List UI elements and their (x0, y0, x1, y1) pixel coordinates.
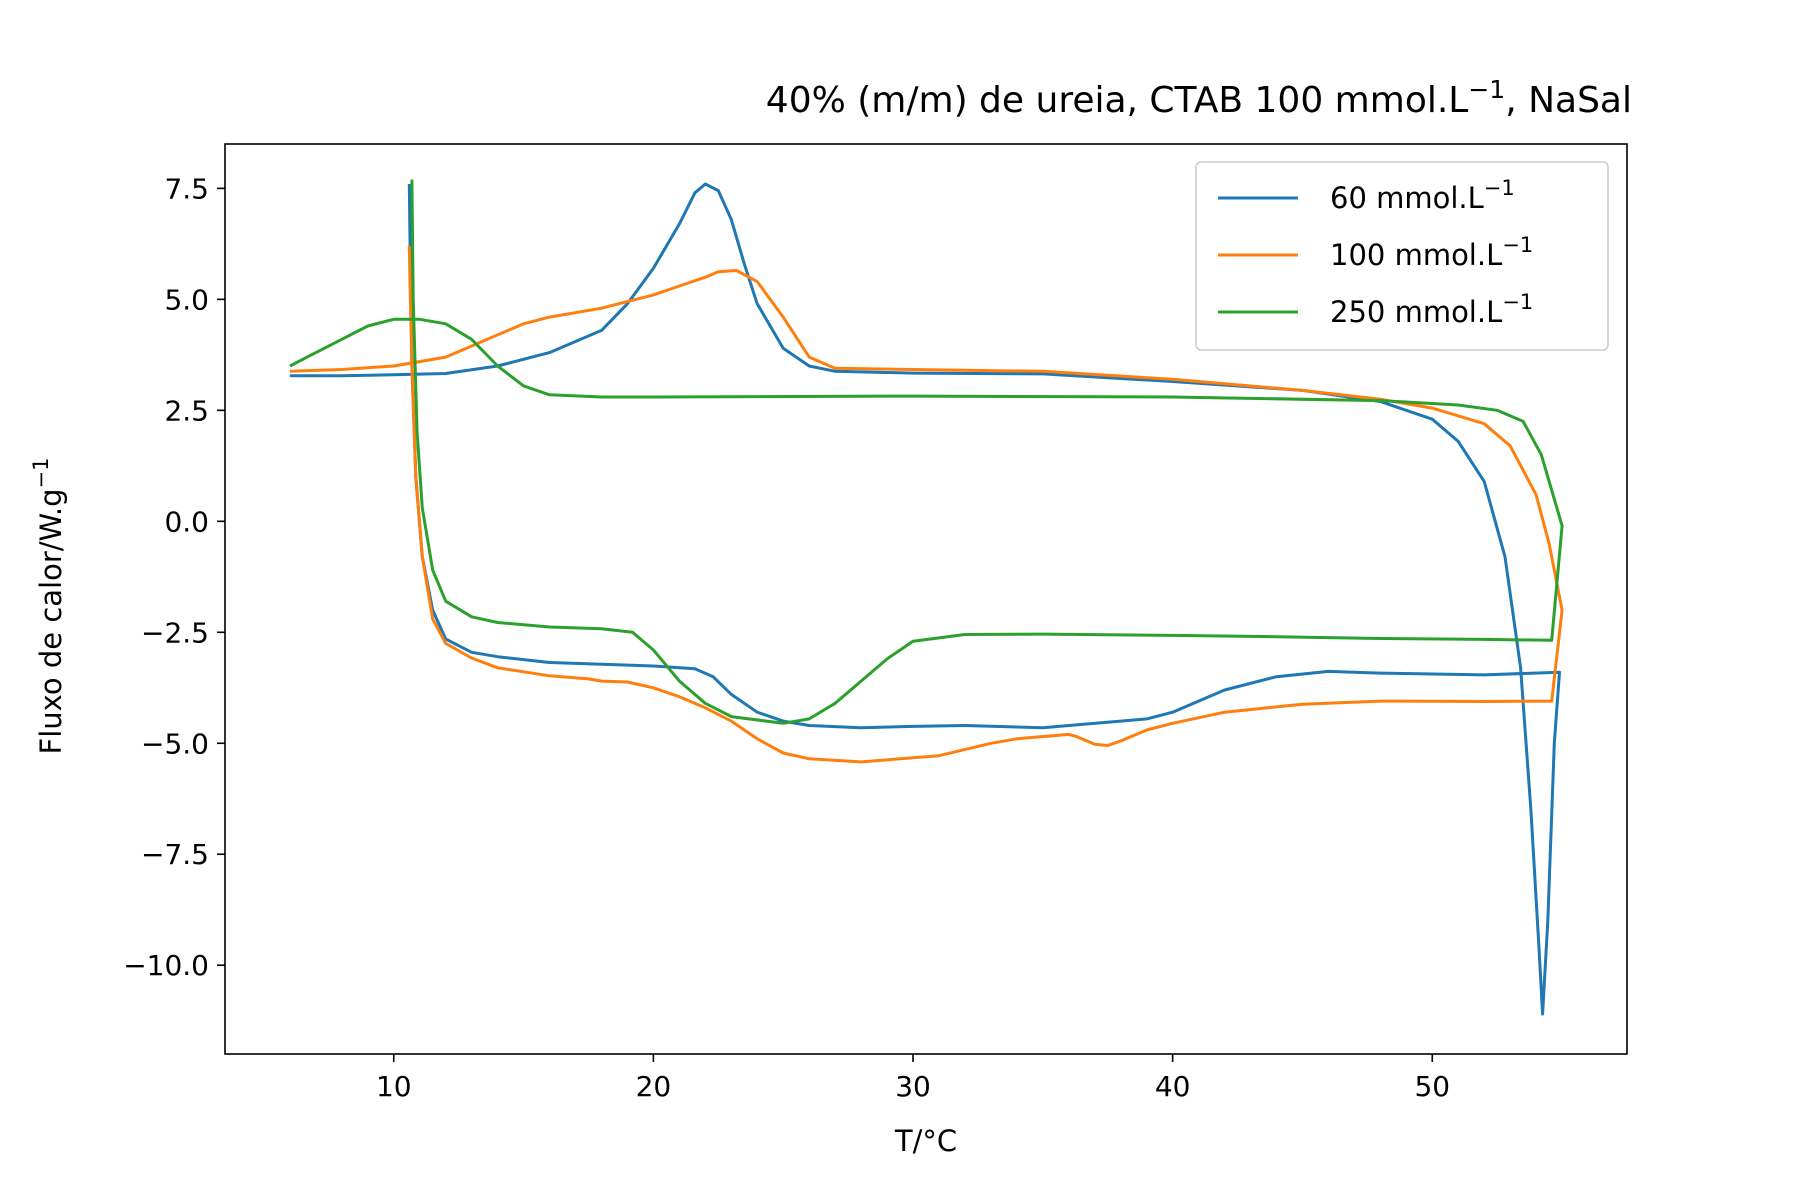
series-line-1 (289, 182, 1561, 1016)
series-line-3 (289, 179, 1564, 725)
x-tick-label: 30 (895, 1070, 931, 1103)
y-tick-label: 2.5 (164, 394, 209, 427)
plot-lines (289, 179, 1564, 1016)
plot-frame (224, 143, 1628, 1055)
legend-label-1: 60 mmol.L−1 (1330, 176, 1515, 215)
legend-box (1195, 161, 1609, 351)
chart-title: 40% (m/m) de ureia, CTAB 100 mmol.L−1, N… (766, 75, 1632, 121)
y-tick-label: −10.0 (123, 949, 209, 982)
y-tick-label: 0.0 (164, 505, 209, 538)
y-tick-label: 7.5 (164, 172, 209, 205)
x-tick-label: 20 (636, 1070, 672, 1103)
legend-label-3: 250 mmol.L−1 (1330, 290, 1533, 329)
x-tick-label: 10 (376, 1070, 412, 1103)
y-axis-label: Fluxo de calor/W.g−1 (29, 458, 68, 755)
x-tick-label: 50 (1414, 1070, 1450, 1103)
legend-label-2: 100 mmol.L−1 (1330, 233, 1533, 272)
series-line-2 (289, 246, 1564, 764)
y-tick-label: −2.5 (141, 616, 209, 649)
x-tick-label: 40 (1155, 1070, 1191, 1103)
x-axis: 10 20 30 40 50 (376, 1054, 1450, 1103)
y-tick-label: 5.0 (164, 283, 209, 316)
legend: 60 mmol.L−1 100 mmol.L−1 250 mmol.L−1 (1195, 161, 1609, 351)
y-axis: 7.5 5.0 2.5 0.0 −2.5 −5.0 −7.5 −10.0 (123, 172, 225, 982)
y-tick-label: −5.0 (141, 727, 209, 760)
x-axis-label: T/°C (894, 1124, 957, 1158)
y-tick-label: −7.5 (141, 838, 209, 871)
